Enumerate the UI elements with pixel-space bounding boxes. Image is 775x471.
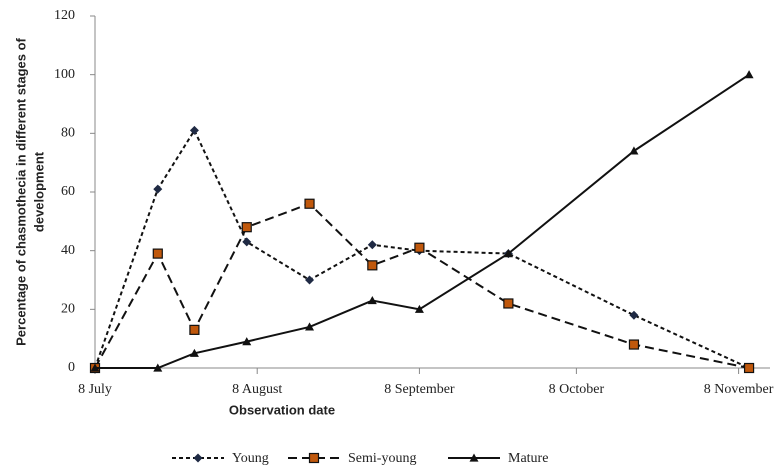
y-tick-label: 20 [61, 302, 75, 317]
x-axis-label: Observation date [229, 402, 335, 417]
x-tick-label: 8 October [549, 382, 605, 397]
series-line [94, 128, 750, 369]
legend-marker [193, 453, 203, 463]
marker [242, 237, 252, 247]
marker [90, 363, 100, 372]
y-tick-label: 120 [54, 8, 75, 23]
marker [152, 248, 163, 259]
x-tick-label: 8 July [78, 382, 112, 397]
y-tick-label: 80 [61, 126, 75, 141]
marker [744, 70, 754, 79]
marker [414, 242, 425, 253]
x-tick-label: 8 September [384, 382, 455, 397]
marker [629, 310, 639, 320]
marker [367, 240, 377, 250]
marker [503, 249, 513, 258]
y-tick-label: 40 [61, 243, 75, 258]
marker [189, 348, 199, 357]
marker [743, 362, 755, 374]
series-line [94, 202, 750, 369]
marker [503, 298, 514, 309]
x-tick-label: 8 August [232, 382, 282, 397]
y-tick-label: 100 [54, 67, 75, 82]
legend-label: Semi-young [348, 451, 416, 466]
marker [367, 296, 377, 305]
legend-label: Young [232, 451, 269, 466]
y-axis-label: development [31, 151, 46, 232]
marker [189, 125, 199, 135]
legend-label: Mature [508, 451, 548, 466]
legend-marker [469, 453, 479, 462]
marker [189, 324, 200, 335]
marker [153, 184, 163, 194]
marker [367, 260, 378, 271]
series-line [95, 73, 750, 369]
marker [628, 339, 640, 350]
marker [304, 198, 315, 209]
marker [305, 322, 315, 331]
y-tick-label: 60 [61, 184, 75, 199]
marker [629, 146, 639, 155]
marker [414, 304, 424, 313]
y-axis-label: Percentage of chasmothecia in different … [13, 37, 28, 345]
marker [305, 275, 315, 285]
y-tick-label: 0 [68, 360, 75, 375]
marker [241, 222, 252, 233]
legend-marker [308, 452, 320, 464]
marker [153, 363, 163, 372]
x-tick-label: 8 November [704, 382, 774, 397]
marker [242, 337, 252, 346]
